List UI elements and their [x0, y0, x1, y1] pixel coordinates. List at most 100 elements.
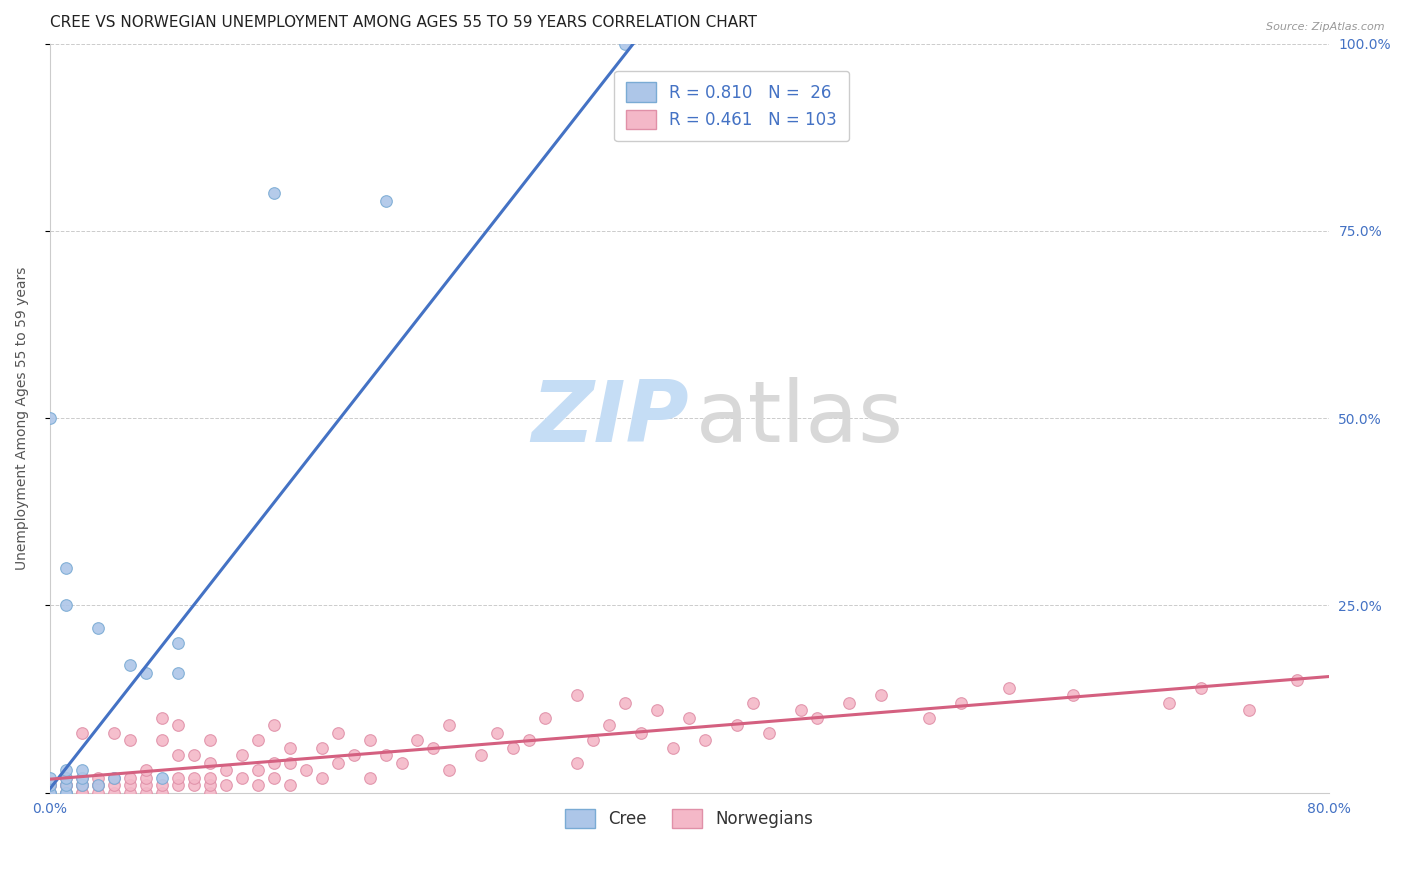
Point: [198, 756, 221, 770]
Point: [70, 786, 93, 800]
Point: [166, 665, 188, 680]
Point: [406, 733, 429, 747]
Point: [263, 186, 285, 201]
Point: [118, 658, 141, 673]
Point: [118, 778, 141, 792]
Point: [70, 771, 93, 785]
Point: [614, 37, 637, 51]
Point: [166, 748, 188, 763]
Point: [198, 733, 221, 747]
Point: [1189, 681, 1212, 695]
Point: [695, 733, 717, 747]
Point: [278, 756, 301, 770]
Point: [678, 711, 700, 725]
Point: [103, 771, 125, 785]
Point: [38, 771, 60, 785]
Point: [70, 786, 93, 800]
Point: [645, 703, 668, 717]
Point: [55, 599, 77, 613]
Point: [567, 688, 589, 702]
Point: [342, 748, 364, 763]
Point: [55, 778, 77, 792]
Point: [166, 778, 188, 792]
Point: [103, 778, 125, 792]
Point: [311, 771, 333, 785]
Point: [278, 778, 301, 792]
Point: [87, 778, 110, 792]
Point: [87, 621, 110, 635]
Point: [118, 733, 141, 747]
Point: [150, 778, 173, 792]
Point: [1062, 688, 1084, 702]
Point: [150, 786, 173, 800]
Point: [725, 718, 748, 732]
Point: [198, 786, 221, 800]
Point: [55, 771, 77, 785]
Text: atlas: atlas: [696, 376, 904, 459]
Point: [198, 771, 221, 785]
Point: [135, 778, 157, 792]
Point: [198, 778, 221, 792]
Point: [87, 771, 110, 785]
Point: [150, 733, 173, 747]
Point: [582, 733, 605, 747]
Point: [38, 778, 60, 792]
Point: [502, 740, 524, 755]
Point: [70, 778, 93, 792]
Point: [806, 711, 828, 725]
Point: [38, 786, 60, 800]
Text: CREE VS NORWEGIAN UNEMPLOYMENT AMONG AGES 55 TO 59 YEARS CORRELATION CHART: CREE VS NORWEGIAN UNEMPLOYMENT AMONG AGE…: [49, 15, 756, 30]
Point: [55, 778, 77, 792]
Point: [87, 786, 110, 800]
Point: [246, 763, 269, 777]
Point: [326, 725, 349, 739]
Point: [519, 733, 541, 747]
Text: Source: ZipAtlas.com: Source: ZipAtlas.com: [1267, 22, 1385, 32]
Point: [263, 756, 285, 770]
Point: [70, 778, 93, 792]
Point: [55, 786, 77, 800]
Point: [1157, 696, 1180, 710]
Point: [838, 696, 860, 710]
Point: [630, 725, 652, 739]
Point: [263, 718, 285, 732]
Point: [55, 561, 77, 575]
Point: [215, 763, 238, 777]
Point: [263, 771, 285, 785]
Point: [135, 763, 157, 777]
Point: [470, 748, 492, 763]
Point: [391, 756, 413, 770]
Point: [567, 756, 589, 770]
Point: [135, 771, 157, 785]
Point: [103, 771, 125, 785]
Point: [87, 778, 110, 792]
Point: [534, 711, 557, 725]
Point: [55, 778, 77, 792]
Point: [55, 771, 77, 785]
Point: [150, 711, 173, 725]
Point: [166, 718, 188, 732]
Point: [1237, 703, 1260, 717]
Point: [742, 696, 765, 710]
Point: [183, 748, 205, 763]
Point: [70, 778, 93, 792]
Point: [38, 411, 60, 425]
Point: [246, 778, 269, 792]
Point: [38, 786, 60, 800]
Point: [70, 771, 93, 785]
Point: [38, 786, 60, 800]
Point: [790, 703, 813, 717]
Point: [183, 771, 205, 785]
Point: [278, 740, 301, 755]
Point: [183, 778, 205, 792]
Point: [166, 771, 188, 785]
Point: [439, 718, 461, 732]
Point: [422, 740, 444, 755]
Point: [166, 636, 188, 650]
Point: [55, 786, 77, 800]
Point: [311, 740, 333, 755]
Point: [294, 763, 316, 777]
Point: [998, 681, 1021, 695]
Point: [87, 778, 110, 792]
Point: [55, 786, 77, 800]
